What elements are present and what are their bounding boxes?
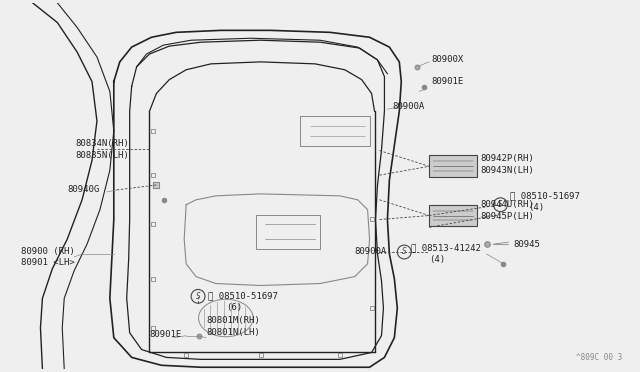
Text: (6): (6) (226, 303, 242, 312)
Text: 80901E: 80901E (431, 77, 463, 86)
Text: (4): (4) (429, 256, 445, 264)
Text: 80945: 80945 (513, 240, 540, 248)
Text: Ⓢ 08513-41242: Ⓢ 08513-41242 (412, 244, 481, 253)
Text: 80900X: 80900X (431, 55, 463, 64)
Text: 80900 (RH): 80900 (RH) (20, 247, 74, 256)
Text: 80901E: 80901E (150, 330, 182, 339)
Text: 80942P(RH): 80942P(RH) (481, 154, 534, 163)
Text: 80801N(LH): 80801N(LH) (206, 328, 260, 337)
Text: 80834N(RH): 80834N(RH) (75, 139, 129, 148)
Text: S: S (196, 292, 200, 301)
Text: 80900A: 80900A (355, 247, 387, 256)
Text: Ⓢ 08510-51697: Ⓢ 08510-51697 (510, 191, 580, 201)
Text: 80835N(LH): 80835N(LH) (75, 151, 129, 160)
Text: (4): (4) (528, 203, 544, 212)
Text: 80940G: 80940G (67, 185, 99, 195)
Text: 80943N(LH): 80943N(LH) (481, 166, 534, 175)
Text: 80944U(RH): 80944U(RH) (481, 200, 534, 209)
Text: S: S (402, 247, 406, 257)
Text: 80801M(RH): 80801M(RH) (206, 317, 260, 326)
Text: Ⓢ 08510-51697: Ⓢ 08510-51697 (208, 291, 278, 300)
Bar (429, 155, 477, 177)
Text: ^809C 00 3: ^809C 00 3 (576, 353, 622, 362)
Text: 80945P(LH): 80945P(LH) (481, 212, 534, 221)
Text: 80901 <LH>: 80901 <LH> (20, 258, 74, 267)
Text: S: S (498, 200, 503, 209)
Bar (429, 205, 477, 227)
Text: 80900A: 80900A (392, 102, 424, 111)
